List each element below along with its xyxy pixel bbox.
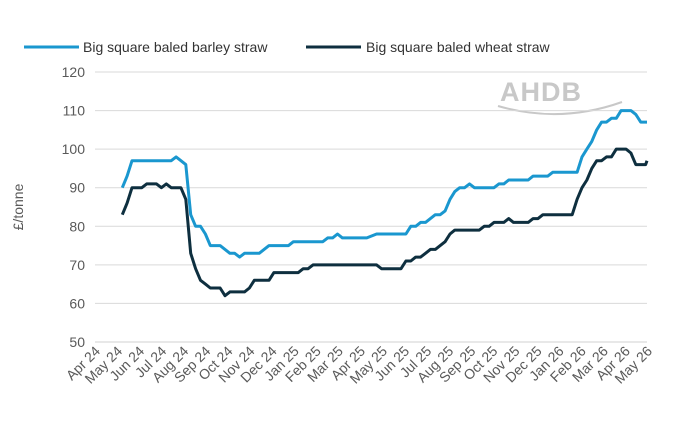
- ahdb-logo: AHDB: [497, 77, 623, 116]
- y-tick-label: 110: [63, 103, 86, 119]
- gridlines: [95, 71, 647, 343]
- series-lines: [120, 109, 649, 298]
- ahdb-logo-text: AHDB: [500, 77, 582, 107]
- y-tick-label: 90: [69, 180, 85, 196]
- series-line-barley: [120, 109, 647, 259]
- y-tick-label: 80: [69, 218, 85, 234]
- series-line-wheat: [120, 147, 649, 298]
- y-tick-label: 70: [69, 257, 85, 273]
- legend-label-wheat: Big square baled wheat straw: [366, 39, 551, 55]
- legend-label-barley: Big square baled barley straw: [83, 39, 268, 55]
- y-axis-title: £/tonne: [10, 183, 26, 230]
- legend: Big square baled barley straw Big square…: [24, 39, 551, 55]
- y-tick-label: 60: [69, 295, 85, 311]
- y-tick-label: 50: [69, 334, 85, 350]
- y-tick-label: 100: [62, 141, 86, 157]
- y-axis-ticks: 50 60 70 80 90 100 110 120: [62, 64, 86, 350]
- y-tick-label: 120: [62, 64, 86, 80]
- ahdb-logo-swoosh: [497, 101, 623, 116]
